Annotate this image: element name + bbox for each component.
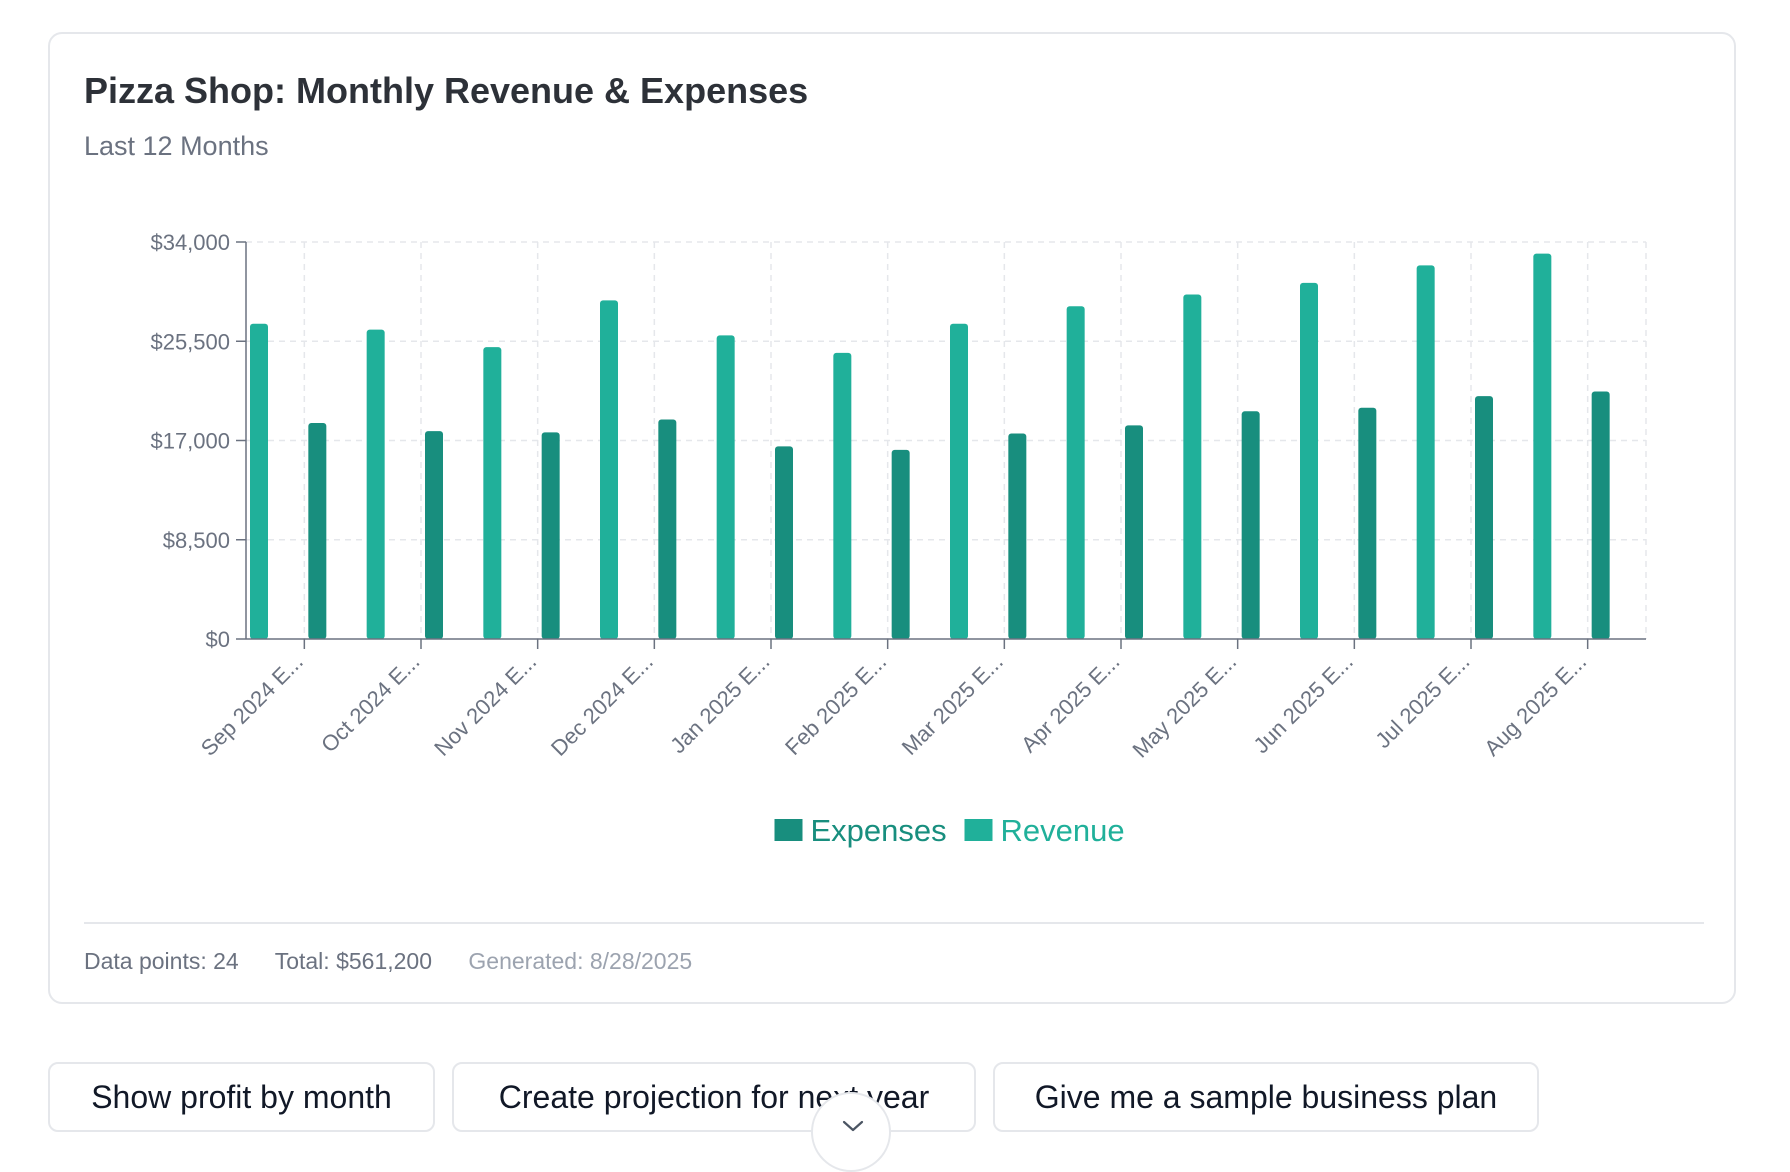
y-tick-label: $34,000	[150, 230, 230, 255]
bar-expenses	[1591, 391, 1610, 639]
bar-expenses	[775, 446, 793, 639]
total-value: Total: $561,200	[274, 948, 432, 974]
x-tick-label: Nov 2024 E...	[429, 649, 541, 761]
bar-revenue	[833, 352, 852, 639]
bar-expenses	[1125, 425, 1143, 639]
suggestion-create-projection[interactable]: Create projection for next year	[452, 1062, 976, 1132]
legend-swatch-revenue	[964, 819, 993, 841]
bar-expenses	[425, 431, 443, 639]
y-tick-label: $8,500	[163, 528, 230, 553]
bar-expenses	[541, 432, 560, 639]
chart-subtitle: Last 12 Months	[84, 131, 269, 161]
x-tick-label: Aug 2025 E...	[1479, 649, 1591, 761]
bar-expenses	[1241, 411, 1260, 639]
bar-revenue	[716, 335, 735, 639]
bar-revenue	[600, 300, 618, 639]
x-tick-label: Jan 2025 E...	[665, 649, 774, 758]
chart-title: Pizza Shop: Monthly Revenue & Expenses	[84, 70, 809, 111]
bar-chart: $0 $8,500 $17,000 $25,500 $34,000 Sep 2024 E.…	[150, 230, 1647, 848]
bar-revenue	[1416, 265, 1435, 639]
bar-revenue	[250, 323, 268, 639]
x-tick-label: Oct 2024 E...	[316, 649, 424, 757]
chart-footer: Data points: 24 Total: $561,200 Generate…	[84, 948, 722, 975]
y-tick-label: $17,000	[150, 429, 230, 454]
bar-expenses	[891, 449, 910, 639]
x-tick-label: Jun 2025 E...	[1249, 649, 1358, 758]
y-tick-label: $25,500	[150, 329, 230, 354]
bar-revenue	[950, 323, 968, 639]
data-points-count: Data points: 24	[84, 948, 239, 974]
bar-expenses	[1008, 433, 1027, 639]
suggestion-show-profit[interactable]: Show profit by month	[48, 1062, 435, 1132]
legend-label-revenue: Revenue	[1001, 813, 1125, 848]
bar-expenses	[1475, 396, 1493, 639]
legend-label-expenses: Expenses	[811, 813, 947, 848]
x-tick-label: May 2025 E...	[1128, 649, 1242, 763]
chart-card: Pizza Shop: Monthly Revenue & Expenses L…	[48, 32, 1736, 1004]
generated-date: Generated: 8/28/2025	[468, 948, 693, 974]
bar-revenue	[1066, 306, 1085, 639]
bar-revenue	[366, 329, 385, 639]
footer-divider	[84, 922, 1704, 924]
x-tick-label: Apr 2025 E...	[1016, 649, 1124, 757]
x-tick-label: Sep 2024 E...	[196, 649, 308, 761]
x-tick-label: Dec 2024 E...	[546, 649, 658, 761]
bar-revenue	[1300, 282, 1318, 639]
bar-expenses	[308, 422, 327, 639]
bar-revenue	[1533, 253, 1552, 640]
x-tick-label: Mar 2025 E...	[897, 649, 1008, 760]
legend-swatch-expenses	[774, 819, 803, 841]
x-tick-label: Jul 2025 E...	[1370, 649, 1474, 753]
bar-expenses	[658, 419, 677, 639]
bar-revenue	[483, 347, 502, 639]
bar-expenses	[1358, 407, 1377, 639]
suggestion-business-plan[interactable]: Give me a sample business plan	[993, 1062, 1539, 1132]
chevron-down-icon	[842, 1120, 864, 1132]
scroll-down-button[interactable]	[811, 1092, 891, 1172]
bar-revenue	[1183, 294, 1202, 639]
x-tick-label: Feb 2025 E...	[780, 649, 891, 760]
y-tick-label: $0	[206, 627, 230, 652]
